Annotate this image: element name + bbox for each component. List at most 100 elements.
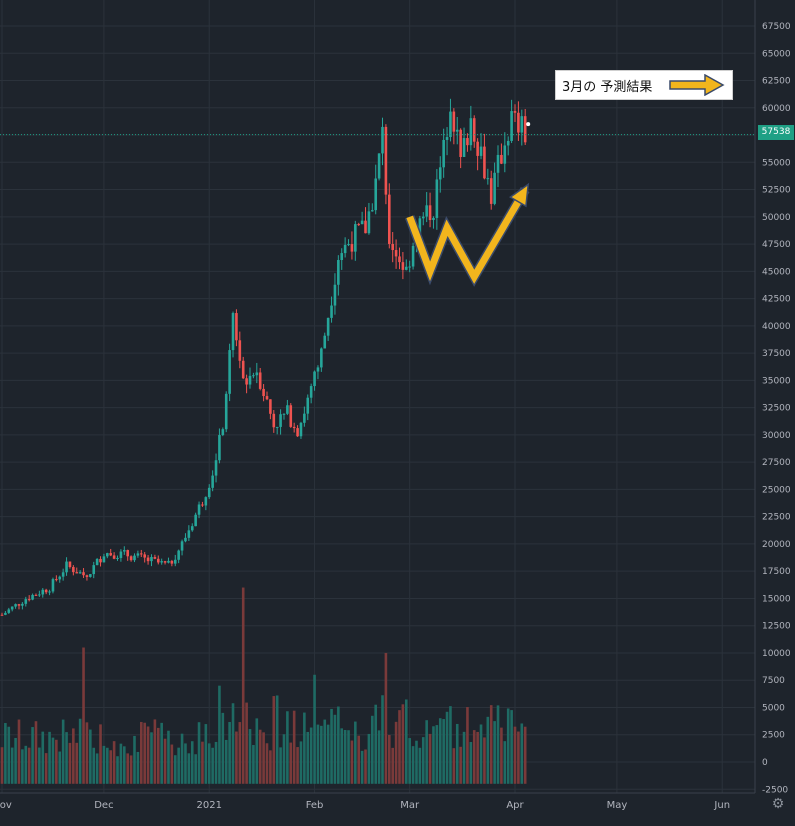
- candle-body: [340, 253, 344, 261]
- candle-body: [455, 129, 459, 132]
- candle-body: [0, 614, 4, 616]
- candle-body: [7, 609, 11, 613]
- volume-bars: [0, 587, 527, 784]
- candle-body: [31, 594, 34, 600]
- volume-bar: [211, 747, 214, 784]
- y-tick-label: 62500: [762, 77, 791, 87]
- candle-body: [350, 244, 354, 252]
- volume-bar: [425, 720, 428, 784]
- volume-bar: [31, 727, 34, 784]
- volume-bar: [160, 722, 163, 784]
- candle-body: [129, 556, 133, 561]
- candle-body: [517, 112, 520, 133]
- volume-bar: [17, 719, 21, 784]
- candle-body: [38, 594, 41, 596]
- volume-bar: [190, 741, 194, 784]
- candle-body: [184, 537, 187, 542]
- candle-body: [486, 178, 490, 180]
- candle-body: [333, 284, 337, 306]
- candle-body: [228, 350, 231, 394]
- candle-body: [449, 111, 452, 138]
- volume-bar: [483, 737, 486, 784]
- candle-body: [296, 428, 299, 437]
- candle-body: [34, 594, 38, 596]
- y-tick-label: 52500: [762, 186, 791, 196]
- candle-body: [85, 575, 89, 577]
- volume-bar: [523, 726, 527, 784]
- volume-bar: [347, 730, 350, 784]
- volume-bar: [177, 747, 180, 784]
- prediction-annotation[interactable]: 3月の 予測結果: [555, 70, 733, 100]
- volume-bar: [269, 750, 272, 784]
- volume-bar: [194, 754, 197, 784]
- x-tick-label: Feb: [306, 800, 324, 811]
- volume-bar: [235, 731, 238, 784]
- candle-body: [330, 305, 333, 318]
- volume-bar: [173, 755, 177, 784]
- candle-body: [89, 574, 92, 577]
- candle-body: [92, 565, 96, 575]
- volume-bar: [14, 737, 17, 784]
- volume-bar: [435, 725, 439, 784]
- y-tick-label: 35000: [762, 376, 791, 386]
- candle-body: [201, 504, 204, 506]
- candle-body: [452, 111, 456, 132]
- candle-body: [357, 224, 361, 226]
- volume-bar: [476, 731, 479, 784]
- volume-bar: [520, 723, 524, 784]
- volume-bar: [350, 740, 354, 784]
- volume-bar: [510, 710, 513, 784]
- candle-body: [4, 612, 7, 615]
- candle-body: [207, 487, 211, 498]
- x-tick-label: Apr: [506, 800, 524, 811]
- volume-bar: [167, 730, 170, 784]
- volume-bar: [7, 726, 11, 784]
- candle-body: [167, 560, 170, 563]
- volume-bar: [452, 748, 456, 784]
- candle-body: [367, 211, 371, 234]
- y-tick-label: 55000: [762, 158, 791, 168]
- volume-bar: [279, 747, 282, 784]
- candle-body: [493, 172, 496, 204]
- candle-body: [262, 388, 265, 397]
- volume-bar: [411, 746, 415, 784]
- volume-bar: [44, 753, 48, 784]
- volume-bar: [129, 755, 133, 784]
- candle-body: [258, 372, 262, 389]
- volume-bar: [289, 742, 293, 784]
- x-tick-label: Dec: [94, 800, 113, 811]
- candle-body: [17, 604, 21, 606]
- volume-bar: [99, 724, 102, 784]
- y-tick-label: 65000: [762, 49, 791, 59]
- candle-body: [347, 244, 350, 246]
- volume-bar: [75, 742, 79, 784]
- candle-body: [58, 576, 62, 580]
- candle-body: [469, 118, 473, 146]
- candle-body: [303, 413, 306, 423]
- volume-bar: [48, 731, 51, 784]
- candle-body: [360, 220, 364, 225]
- candle-body: [286, 405, 289, 414]
- candle-body: [112, 555, 116, 559]
- volume-bar: [136, 751, 140, 784]
- volume-bar: [309, 727, 313, 784]
- candle-body: [299, 422, 303, 437]
- candle-body: [72, 567, 75, 573]
- candle-body: [316, 367, 320, 372]
- volume-bar: [252, 745, 255, 784]
- volume-bar: [493, 721, 496, 784]
- candle-body: [82, 572, 85, 576]
- candle-body: [248, 375, 252, 385]
- volume-bar: [61, 719, 65, 784]
- volume-bar: [486, 716, 490, 784]
- candle-body: [394, 250, 398, 257]
- y-tick-label: 17500: [762, 567, 791, 577]
- volume-bar: [513, 726, 517, 784]
- right-arrow-icon: [669, 74, 725, 96]
- gear-icon[interactable]: ⚙: [771, 796, 785, 812]
- volume-bar: [371, 715, 374, 784]
- volume-bar: [408, 738, 411, 784]
- x-tick-label: Mar: [400, 800, 420, 811]
